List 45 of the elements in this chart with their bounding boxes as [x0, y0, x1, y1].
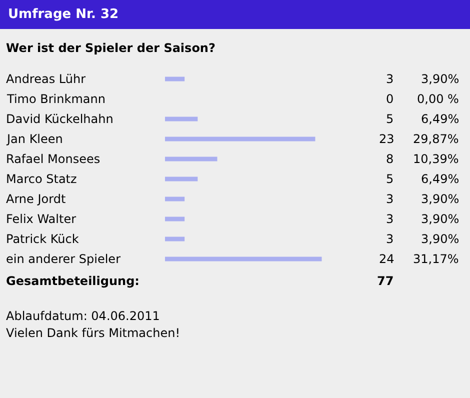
data-label: 0 [386, 92, 394, 106]
text: 6,49% [421, 112, 460, 126]
bar [165, 136, 316, 142]
y-tick-label: Andreas Lühr [6, 72, 86, 86]
text: 31,17% [413, 252, 459, 266]
data-label: 24 [379, 252, 394, 266]
y-tick-label: Jan Kleen [6, 132, 63, 146]
data-label: 3 [386, 192, 394, 206]
text: 0,00 % [417, 92, 459, 106]
y-tick-label: Marco Statz [6, 172, 77, 186]
data-label: 3 [386, 232, 394, 246]
y-tick-label: Arne Jordt [6, 192, 66, 206]
bar [165, 216, 185, 222]
bar [165, 176, 198, 182]
data-label: 5 [386, 112, 394, 126]
data-label: 3 [386, 72, 394, 86]
text: 3,90% [421, 212, 460, 226]
bar [165, 256, 322, 262]
text: 10,39% [413, 152, 459, 166]
bar [165, 236, 185, 242]
data-label: 8 [386, 152, 394, 166]
text: 3,90% [421, 192, 460, 206]
text: 29,87% [413, 132, 459, 146]
data-label: 3 [386, 212, 394, 226]
y-tick-label: Timo Brinkmann [6, 92, 106, 106]
text: Vielen Dank fürs Mitmachen! [6, 326, 180, 340]
chart-subtitle: Wer ist der Spieler der Saison? [6, 41, 216, 55]
bar [165, 116, 198, 122]
bar [165, 156, 218, 162]
bar [165, 196, 185, 202]
chart-title: Umfrage Nr. 32 [8, 7, 119, 22]
data-label: 23 [379, 132, 394, 146]
data-label: 5 [386, 172, 394, 186]
y-tick-label: David Kückelhahn [6, 112, 114, 126]
y-tick-label: Rafael Monsees [6, 152, 100, 166]
text: 3,90% [421, 72, 460, 86]
y-tick-label: Felix Walter [6, 212, 76, 226]
text: 3,90% [421, 232, 460, 246]
text: 77 [377, 274, 394, 288]
y-tick-label: Patrick Kück [6, 232, 79, 246]
y-tick-label: ein anderer Spieler [6, 252, 121, 266]
text: Gesamtbeteiligung: [6, 274, 140, 288]
text: Ablaufdatum: 04.06.2011 [6, 309, 160, 323]
text: 6,49% [421, 172, 460, 186]
bar [165, 76, 185, 82]
